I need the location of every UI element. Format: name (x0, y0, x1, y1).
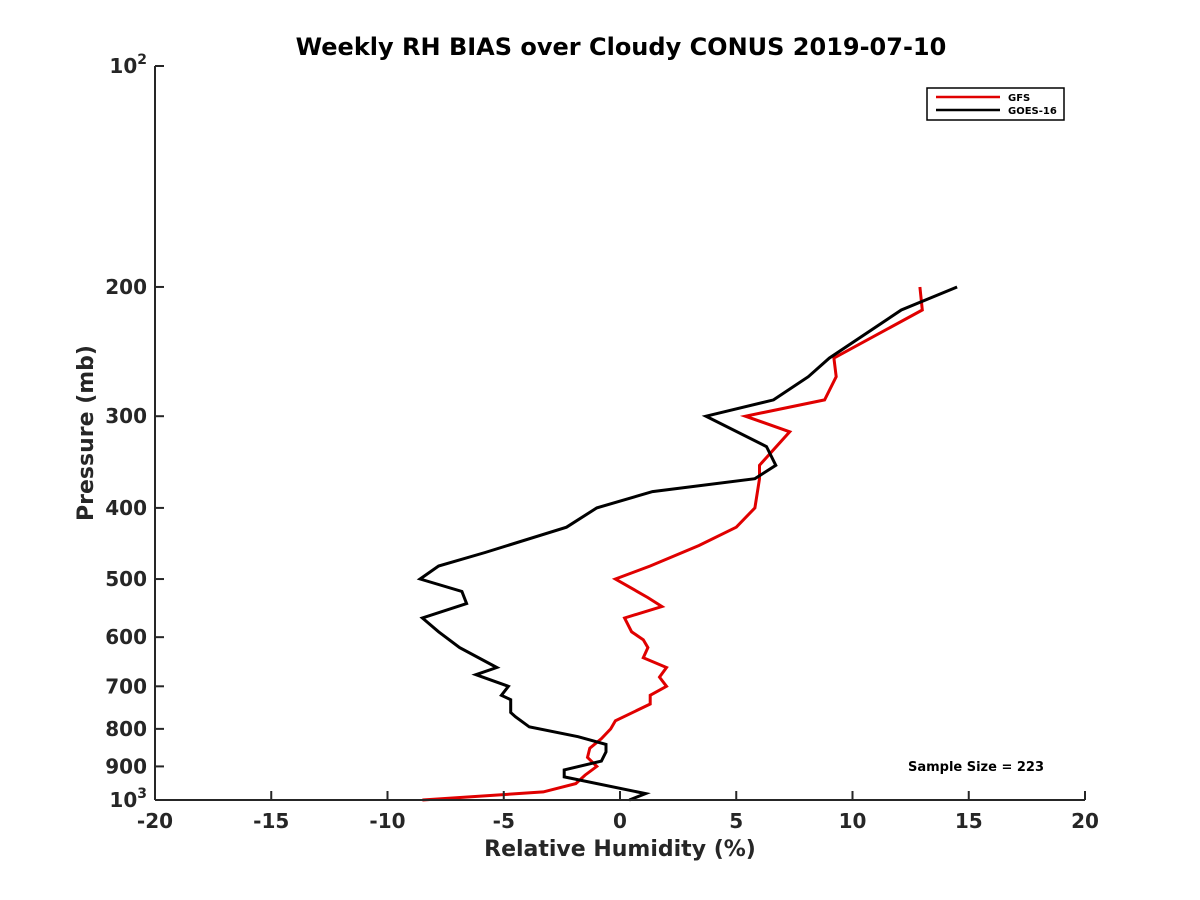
series-line-gfs (422, 286, 924, 802)
x-tick-label: -20 (137, 809, 173, 833)
y-tick-label: 800 (105, 717, 147, 741)
series-line-goes16 (416, 285, 958, 802)
series-layer (416, 285, 958, 802)
y-tick-label: 300 (105, 404, 147, 428)
legend-box (926, 87, 1065, 121)
y-tick-label: 400 (105, 496, 147, 520)
x-tick-label: 15 (955, 809, 983, 833)
x-tick-label: 10 (839, 809, 867, 833)
x-ticks: -20 -15 -10 -5 0 5 10 15 20 (137, 791, 1099, 833)
x-tick-label: 20 (1071, 809, 1099, 833)
y-tick-label: 500 (105, 567, 147, 591)
x-tick-label: 0 (613, 809, 627, 833)
x-axis-label: Relative Humidity (%) (484, 837, 756, 862)
chart-title: Weekly RH BIAS over Cloudy CONUS 2019-07… (296, 33, 947, 61)
y-axis-label: Pressure (mb) (74, 345, 99, 521)
y-ticks: 102 200 300 400 500 600 700 800 900 103 (105, 52, 164, 812)
legend: GFS GOES-16 (926, 87, 1065, 121)
y-tick-label: 103 (109, 786, 147, 812)
y-tick-label: 200 (105, 275, 147, 299)
y-tick-label: 700 (105, 674, 147, 698)
y-tick-label: 900 (105, 754, 147, 778)
x-tick-label: -10 (369, 809, 405, 833)
y-tick-label: 102 (109, 52, 147, 78)
legend-label-goes16: GOES-16 (1008, 106, 1057, 117)
sample-size-annotation: Sample Size = 223 (908, 760, 1044, 775)
y-tick-label: 600 (105, 625, 147, 649)
x-tick-label: -15 (253, 809, 289, 833)
legend-label-gfs: GFS (1008, 93, 1030, 104)
x-tick-label: -5 (493, 809, 515, 833)
x-tick-label: 5 (729, 809, 743, 833)
